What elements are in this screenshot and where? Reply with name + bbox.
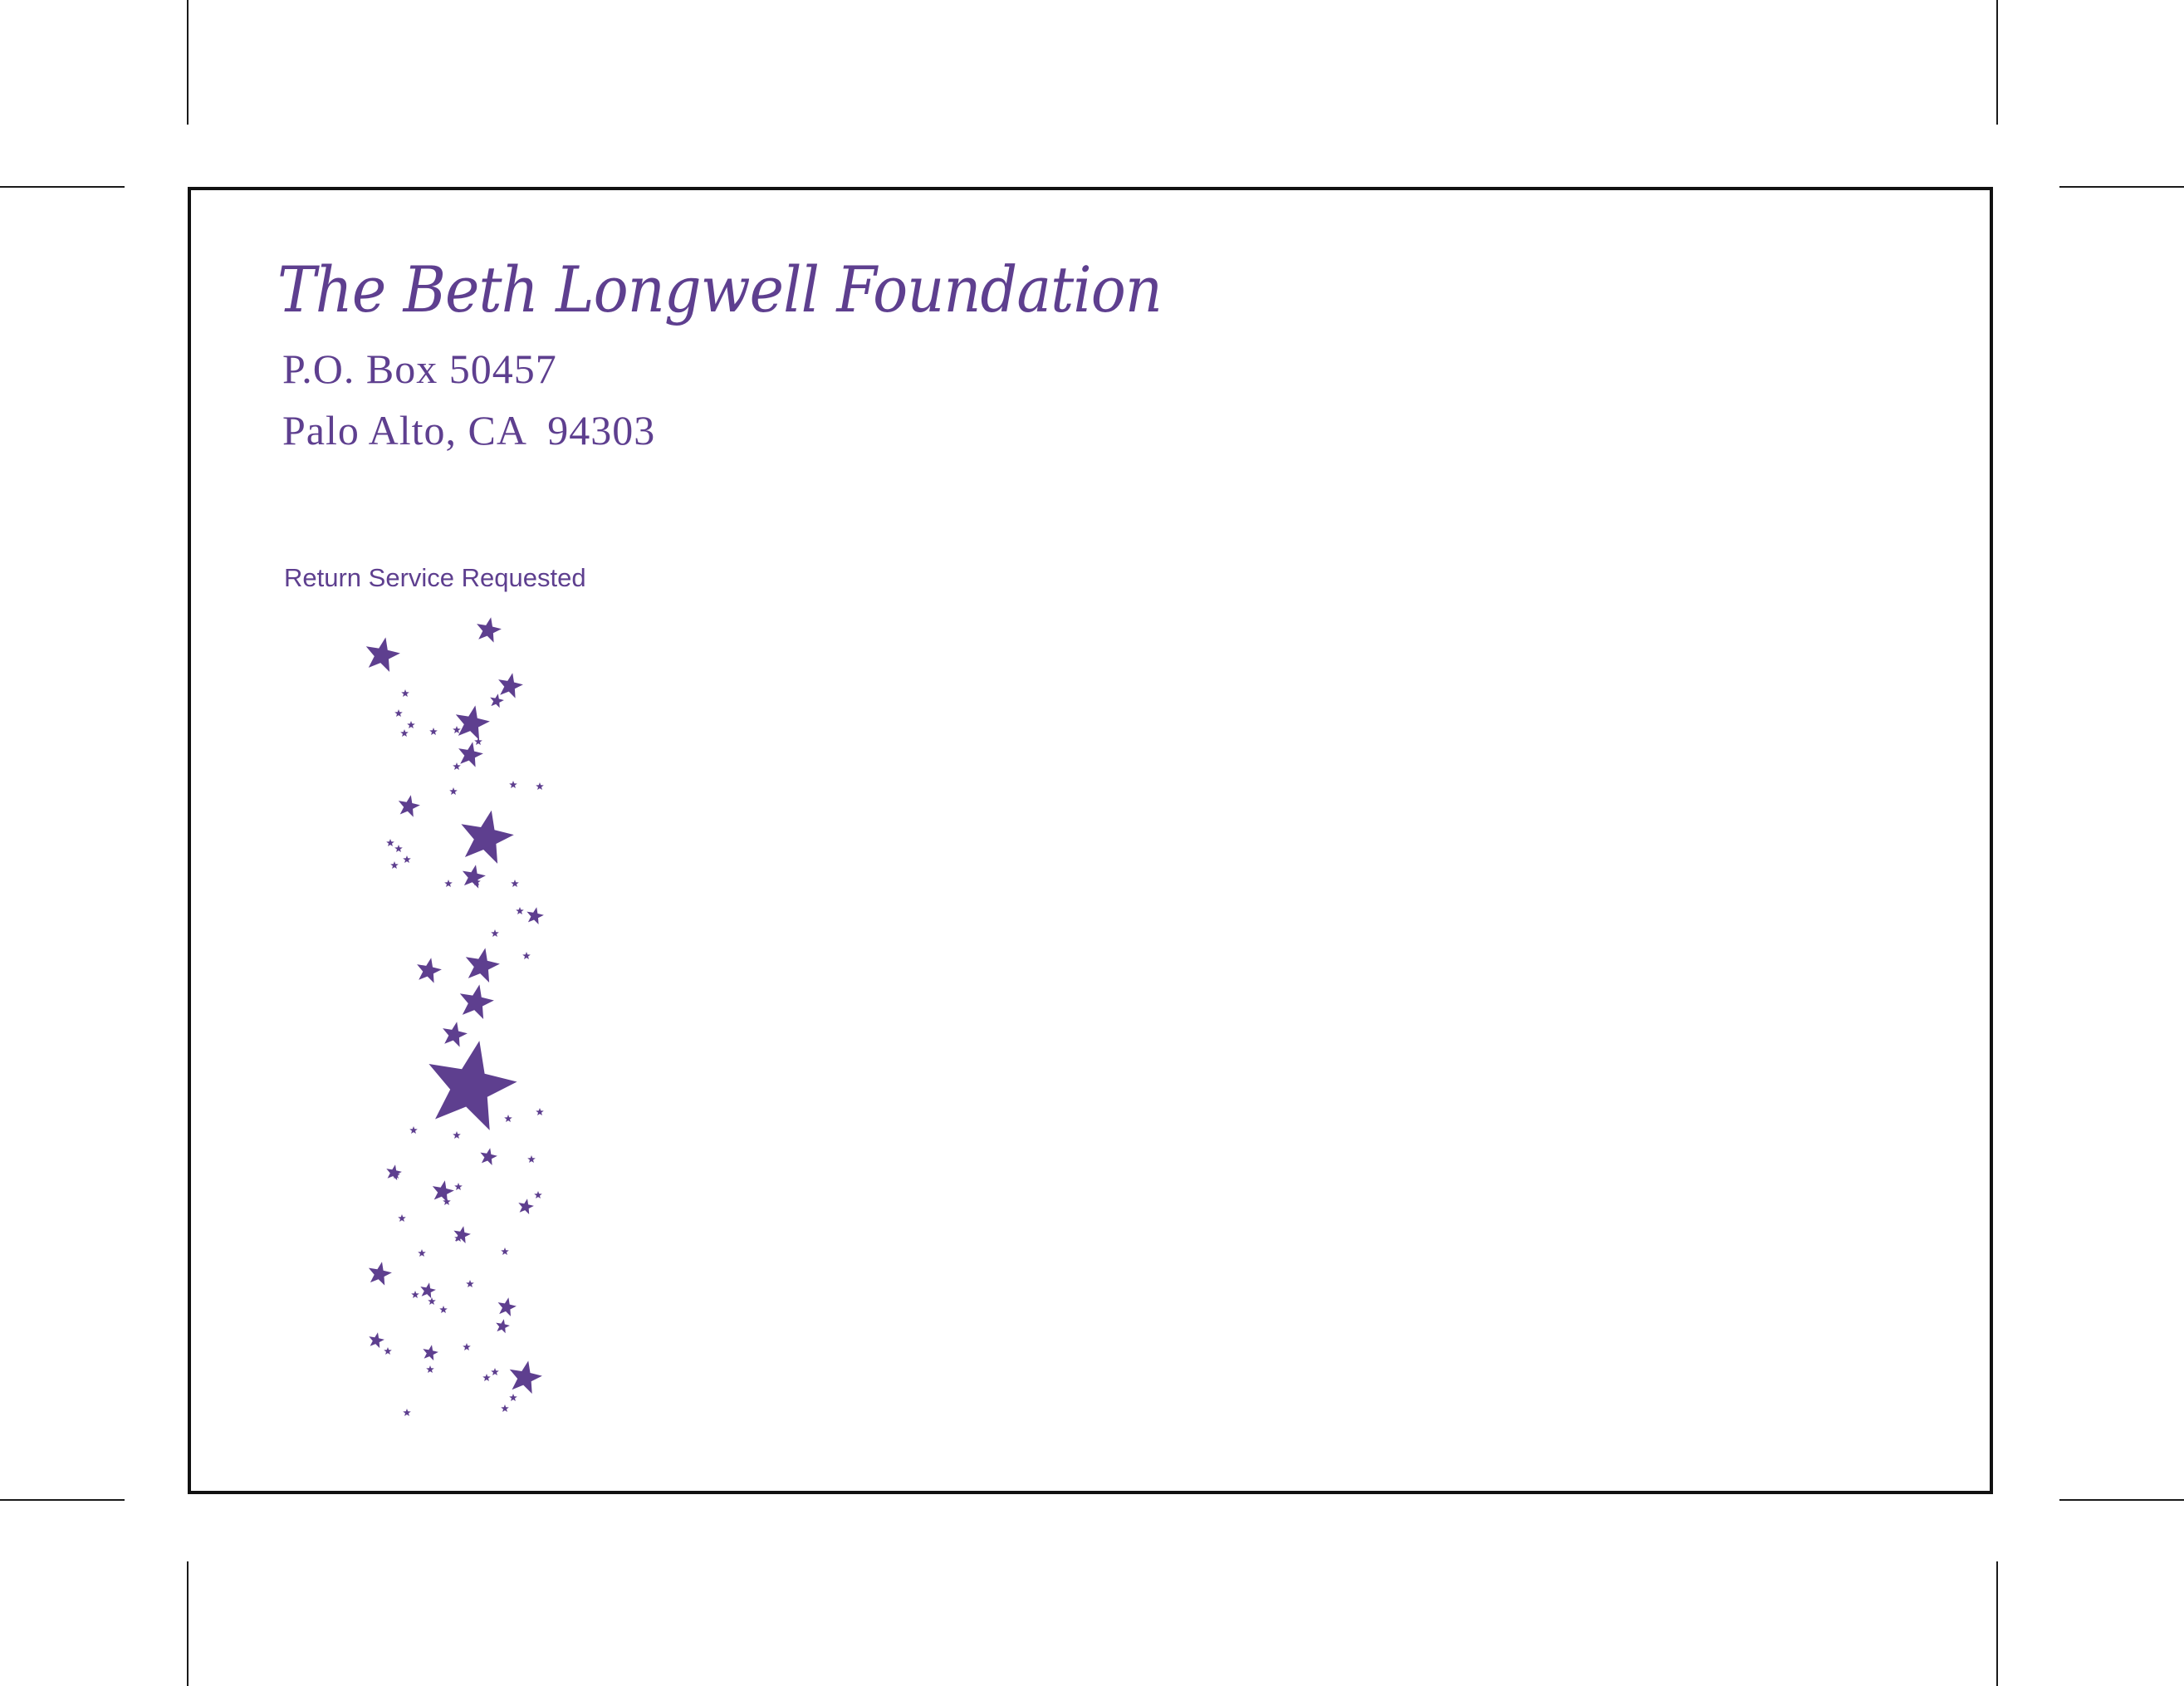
crop-mark-top-left bbox=[187, 0, 189, 125]
crop-mark-bottom-right bbox=[1996, 1561, 1998, 1686]
organization-name: The Beth Longwell Foundation bbox=[277, 252, 1163, 326]
envelope: The Beth Longwell Foundation P.O. Box 50… bbox=[188, 187, 1993, 1494]
address-line-1: P.O. Box 50457 bbox=[282, 346, 557, 392]
crop-mark-left-bottom bbox=[0, 1499, 125, 1501]
crop-mark-right-top bbox=[2059, 186, 2184, 188]
return-service-requested: Return Service Requested bbox=[284, 563, 586, 592]
crop-mark-top-right bbox=[1996, 0, 1998, 125]
address-line-2: Palo Alto, CA 94303 bbox=[282, 407, 656, 453]
crop-mark-left-top bbox=[0, 186, 125, 188]
crop-mark-right-bottom bbox=[2059, 1499, 2184, 1501]
crop-mark-bottom-left bbox=[187, 1561, 189, 1686]
star-cluster-icon bbox=[365, 617, 544, 1416]
